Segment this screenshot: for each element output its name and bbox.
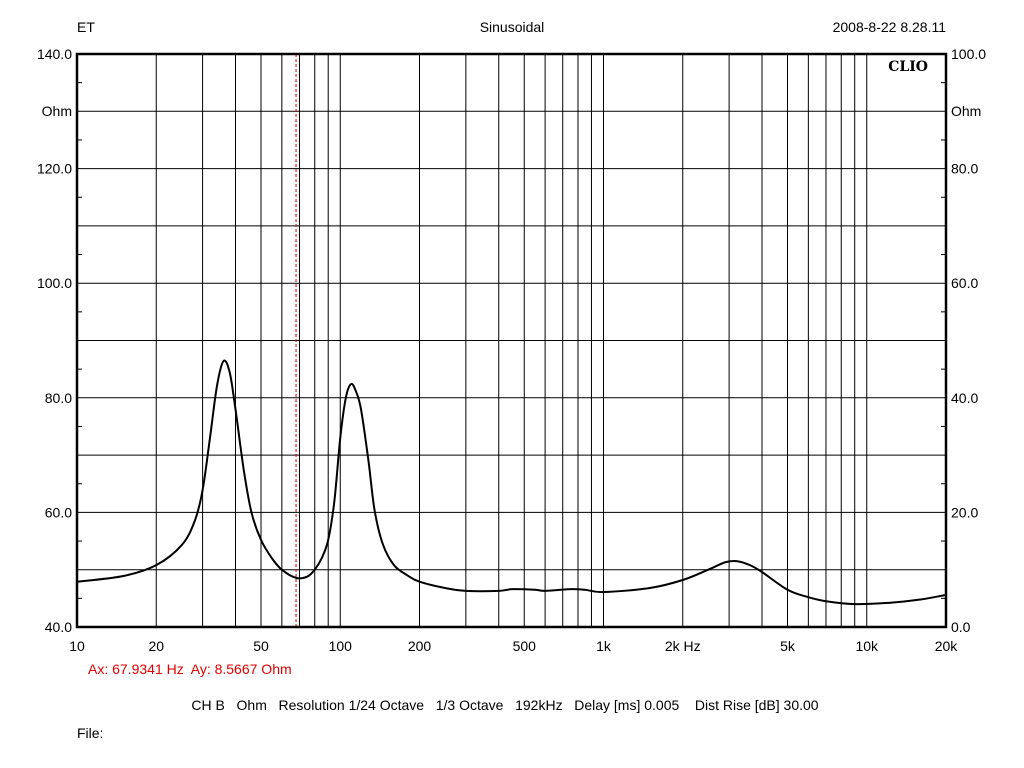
left-axis-unit: Ohm <box>42 103 72 119</box>
axis-ticks <box>77 82 946 599</box>
x-tick-label: 10 <box>69 638 85 654</box>
y-right-tick-label: 80.0 <box>951 161 978 177</box>
x-tick-label: 500 <box>513 638 537 654</box>
x-tick-label: 5k <box>780 638 796 654</box>
cursor-readout: Ax: 67.9341 Hz Ay: 8.5667 Ohm <box>88 661 292 677</box>
y-left-tick-label: 60.0 <box>45 504 72 520</box>
y-right-tick-label: 40.0 <box>951 390 978 406</box>
x-tick-label: 50 <box>253 638 269 654</box>
impedance-curve <box>76 359 947 606</box>
x-tick-label: 200 <box>408 638 432 654</box>
y-right-tick-label: 0.0 <box>951 619 971 635</box>
header-timestamp: 2008-8-22 8.28.11 <box>833 19 947 35</box>
measurement-settings: CH B Ohm Resolution 1/24 Octave 1/3 Octa… <box>191 697 818 713</box>
y-left-tick-label: 40.0 <box>45 619 72 635</box>
y-right-tick-label: 100.0 <box>951 46 986 62</box>
x-tick-label: 20 <box>148 638 164 654</box>
y-left-tick-label: 120.0 <box>37 161 72 177</box>
right-axis-unit: Ohm <box>951 103 981 119</box>
x-tick-label: 20k <box>935 638 959 654</box>
x-tick-label: 2k Hz <box>665 638 701 654</box>
clio-logo: CLIO <box>888 59 928 75</box>
chart-title: Sinusoidal <box>480 19 545 35</box>
y-right-tick-label: 60.0 <box>951 275 978 291</box>
grid <box>76 54 947 627</box>
y-left-tick-label: 80.0 <box>45 390 72 406</box>
y-right-tick-label: 20.0 <box>951 504 978 520</box>
y-left-tick-label: 100.0 <box>37 275 72 291</box>
y-left-tick-label: 140.0 <box>37 46 72 62</box>
x-tick-label: 100 <box>329 638 353 654</box>
file-label: File: <box>77 725 103 741</box>
header-left: ET <box>77 19 95 35</box>
plot-frame <box>75 52 948 629</box>
x-tick-label: 10k <box>855 638 879 654</box>
x-tick-label: 1k <box>596 638 612 654</box>
